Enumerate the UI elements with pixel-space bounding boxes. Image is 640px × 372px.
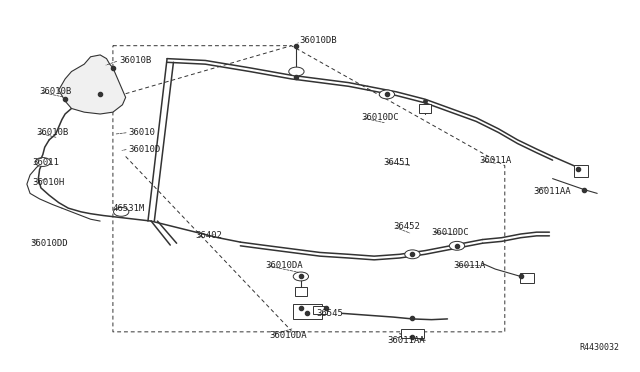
- Text: 36010DB: 36010DB: [300, 36, 337, 45]
- Text: 36010DD: 36010DD: [30, 239, 68, 248]
- Circle shape: [113, 208, 129, 216]
- Bar: [419, 105, 431, 112]
- Circle shape: [289, 67, 304, 76]
- Bar: [293, 304, 321, 319]
- Bar: [574, 165, 588, 177]
- Text: 36010D: 36010D: [129, 145, 161, 154]
- Circle shape: [293, 272, 308, 281]
- Text: 36011AA: 36011AA: [387, 336, 424, 345]
- Text: 36452: 36452: [394, 222, 420, 231]
- Circle shape: [380, 90, 394, 99]
- Bar: [520, 273, 534, 283]
- Bar: [294, 286, 307, 296]
- Bar: [401, 329, 424, 338]
- Text: 36010B: 36010B: [36, 128, 68, 137]
- Circle shape: [35, 158, 51, 166]
- Text: 36010B: 36010B: [40, 87, 72, 96]
- Text: 36010DA: 36010DA: [266, 261, 303, 270]
- Text: 36011: 36011: [32, 157, 59, 167]
- Text: 46531M: 46531M: [113, 203, 145, 213]
- Text: 36011AA: 36011AA: [534, 187, 571, 196]
- Text: 36010DA: 36010DA: [269, 331, 307, 340]
- Text: 36451: 36451: [384, 157, 411, 167]
- Circle shape: [449, 241, 465, 250]
- Bar: [313, 306, 327, 314]
- Text: 36010: 36010: [129, 128, 156, 137]
- Text: 36010H: 36010H: [32, 178, 64, 187]
- Text: 36011A: 36011A: [479, 155, 511, 165]
- Text: 36010DC: 36010DC: [431, 228, 469, 237]
- Text: R4430032: R4430032: [579, 343, 620, 352]
- Polygon shape: [59, 55, 125, 114]
- Text: 36010B: 36010B: [119, 56, 152, 65]
- Text: 36010DC: 36010DC: [362, 113, 399, 122]
- Text: 36402: 36402: [196, 231, 223, 240]
- Text: 36545: 36545: [317, 309, 344, 318]
- Text: 36011A: 36011A: [454, 261, 486, 270]
- Circle shape: [404, 250, 420, 259]
